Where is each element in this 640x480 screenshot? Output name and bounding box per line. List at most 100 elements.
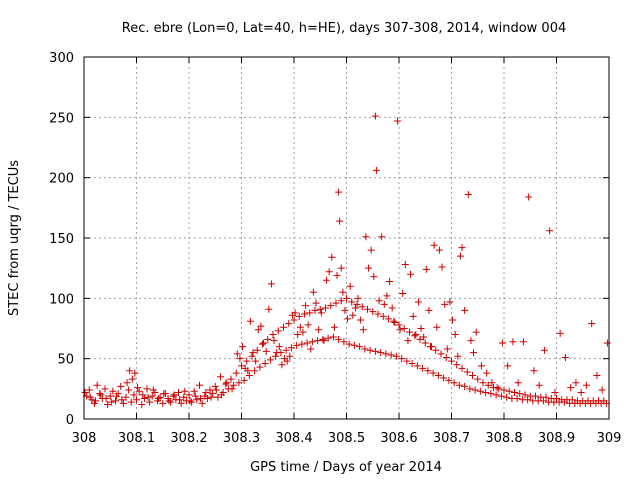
data-point bbox=[212, 386, 220, 394]
data-point bbox=[128, 375, 136, 383]
data-point bbox=[324, 334, 332, 342]
data-point bbox=[419, 364, 427, 372]
data-point bbox=[209, 390, 217, 398]
data-point bbox=[198, 399, 206, 407]
data-point bbox=[366, 346, 374, 354]
data-point bbox=[395, 321, 403, 329]
data-point bbox=[521, 391, 529, 399]
data-point bbox=[160, 390, 168, 398]
data-point bbox=[540, 346, 548, 354]
data-point bbox=[314, 337, 322, 345]
data-point bbox=[303, 339, 311, 347]
data-point bbox=[257, 322, 265, 330]
data-point bbox=[262, 347, 270, 355]
data-point bbox=[440, 374, 448, 382]
data-point bbox=[479, 379, 487, 387]
x-tick-label: 308.5 bbox=[328, 431, 365, 446]
data-point bbox=[404, 337, 412, 345]
data-point bbox=[442, 353, 450, 361]
data-point bbox=[223, 379, 231, 387]
data-point bbox=[251, 367, 259, 375]
data-point bbox=[211, 382, 219, 390]
data-point bbox=[299, 328, 307, 336]
data-point bbox=[330, 323, 338, 331]
data-point bbox=[270, 337, 278, 345]
data-point bbox=[149, 386, 157, 394]
data-point bbox=[307, 345, 315, 353]
data-point bbox=[346, 282, 354, 290]
data-point bbox=[344, 315, 352, 323]
data-point bbox=[483, 369, 491, 377]
data-point bbox=[354, 294, 362, 302]
data-point bbox=[535, 381, 543, 389]
data-points bbox=[81, 112, 611, 409]
data-point bbox=[476, 387, 484, 395]
data-point bbox=[530, 367, 538, 375]
data-point bbox=[487, 390, 495, 398]
data-point bbox=[240, 376, 248, 384]
data-point bbox=[336, 217, 344, 225]
data-point bbox=[341, 306, 349, 314]
data-point bbox=[125, 386, 133, 394]
data-point bbox=[553, 394, 560, 402]
data-point bbox=[337, 297, 345, 305]
data-point bbox=[227, 375, 235, 383]
data-point bbox=[339, 288, 347, 296]
data-point bbox=[306, 309, 314, 317]
data-point bbox=[176, 396, 184, 404]
data-point bbox=[186, 397, 194, 405]
data-point bbox=[180, 393, 188, 401]
data-point bbox=[104, 401, 112, 409]
data-point bbox=[92, 397, 100, 405]
data-point bbox=[335, 335, 343, 343]
data-point bbox=[232, 369, 240, 377]
data-point bbox=[325, 268, 333, 276]
y-tick-label: 100 bbox=[49, 292, 74, 307]
data-point bbox=[398, 355, 406, 363]
data-point bbox=[320, 337, 328, 345]
data-point bbox=[117, 382, 125, 390]
data-point bbox=[425, 306, 433, 314]
data-point bbox=[359, 326, 367, 334]
data-point bbox=[107, 398, 115, 406]
grid-lines bbox=[84, 57, 609, 419]
data-point bbox=[301, 310, 308, 318]
x-tick-label: 308.9 bbox=[538, 431, 575, 446]
data-point bbox=[367, 246, 375, 254]
data-point bbox=[244, 367, 252, 375]
data-point bbox=[477, 362, 485, 370]
data-point bbox=[295, 312, 303, 320]
data-point bbox=[252, 357, 260, 365]
data-point bbox=[177, 399, 185, 407]
data-point bbox=[203, 394, 211, 402]
data-point bbox=[260, 339, 268, 347]
data-point bbox=[315, 326, 323, 334]
data-point bbox=[228, 385, 236, 393]
data-point bbox=[375, 297, 383, 305]
data-point bbox=[484, 381, 492, 389]
data-point bbox=[181, 387, 189, 395]
data-point bbox=[428, 343, 436, 351]
data-point bbox=[283, 357, 291, 365]
data-point bbox=[144, 393, 152, 401]
data-point bbox=[463, 368, 471, 376]
y-tick-label: 200 bbox=[49, 172, 74, 187]
data-point bbox=[390, 317, 398, 325]
data-point bbox=[386, 277, 394, 285]
data-point bbox=[500, 386, 508, 394]
data-point bbox=[556, 329, 564, 337]
data-point bbox=[218, 391, 226, 399]
data-point bbox=[217, 373, 224, 381]
x-tick-label: 308.8 bbox=[485, 431, 522, 446]
data-point bbox=[588, 320, 596, 328]
data-point bbox=[246, 317, 254, 325]
data-point bbox=[96, 390, 104, 398]
data-point bbox=[167, 398, 175, 406]
data-point bbox=[267, 280, 275, 288]
data-point bbox=[414, 298, 422, 306]
data-point bbox=[401, 261, 409, 269]
data-point bbox=[513, 394, 521, 402]
data-point bbox=[259, 340, 266, 348]
data-point bbox=[254, 326, 262, 334]
data-point bbox=[445, 376, 453, 384]
